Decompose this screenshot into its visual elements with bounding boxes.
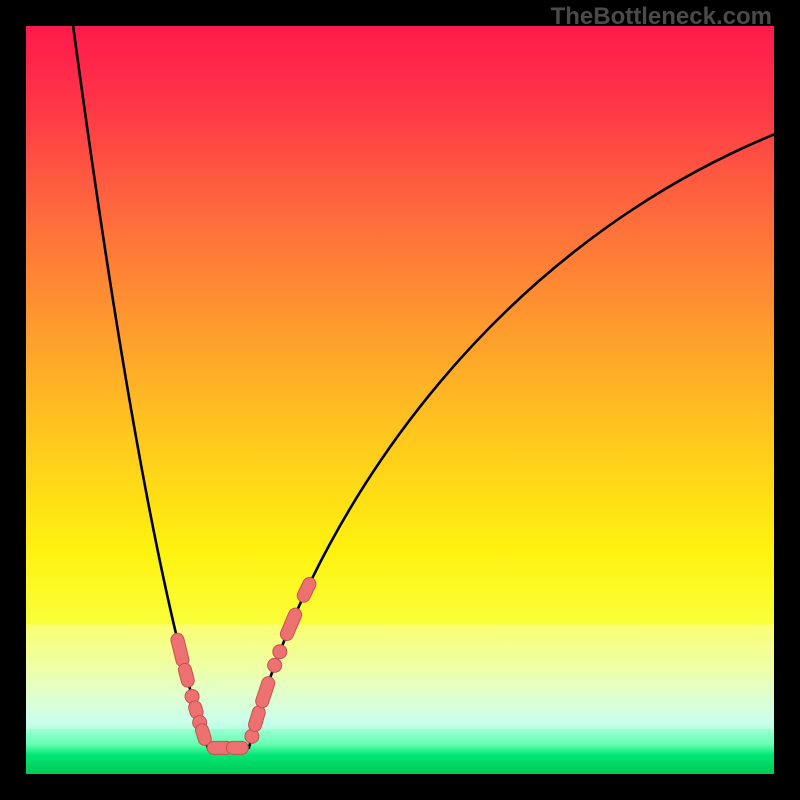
plot-area bbox=[26, 26, 774, 774]
light-band bbox=[26, 624, 774, 729]
marker-dot bbox=[268, 658, 282, 672]
watermark-text: TheBottleneck.com bbox=[551, 3, 772, 31]
marker-capsule bbox=[226, 741, 248, 754]
plot-svg bbox=[26, 26, 774, 774]
marker-dot bbox=[273, 645, 287, 659]
chart-frame: TheBottleneck.com bbox=[0, 0, 800, 800]
